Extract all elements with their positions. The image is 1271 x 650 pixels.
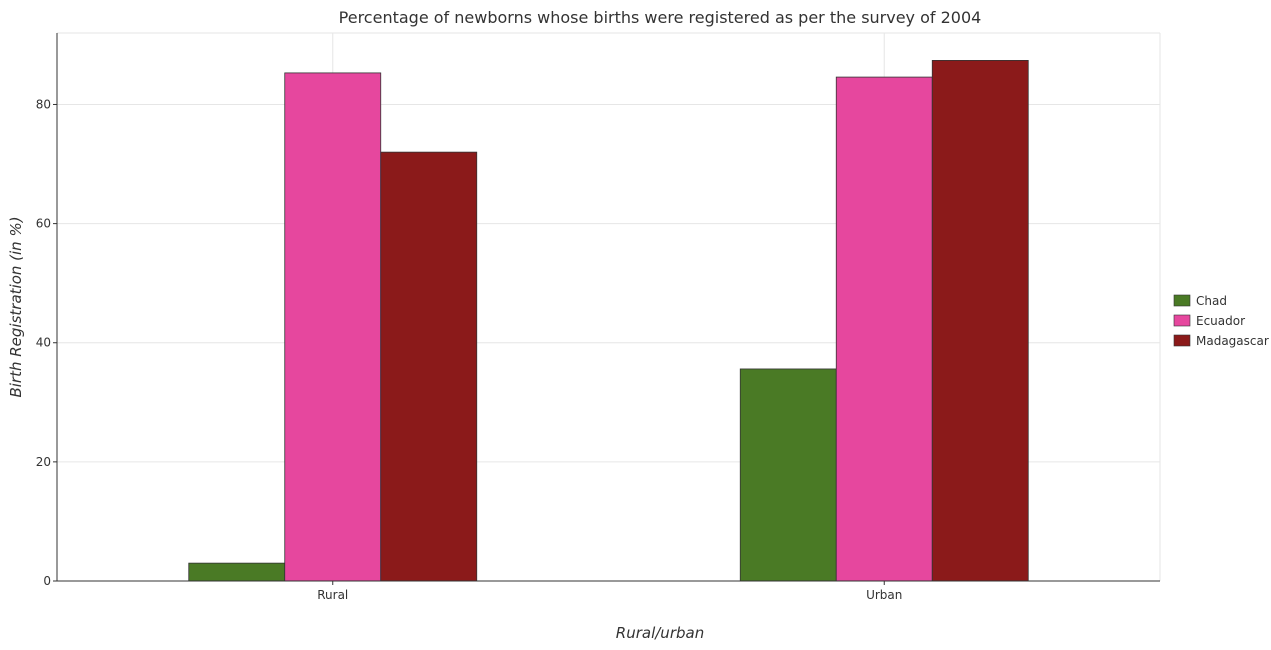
y-tick-label: 20 bbox=[36, 455, 51, 469]
legend-label-chad: Chad bbox=[1196, 294, 1227, 308]
bar-madagascar-urban bbox=[931, 60, 1029, 582]
bar-chad-rural bbox=[188, 562, 286, 582]
axes bbox=[53, 33, 1160, 585]
legend-swatch-chad bbox=[1173, 294, 1191, 307]
legend: Chad Ecuador Madagascar bbox=[1173, 294, 1269, 348]
bar-ecuador-urban bbox=[835, 76, 933, 582]
y-tick-label: 80 bbox=[36, 97, 51, 111]
legend-swatch-ecuador bbox=[1173, 314, 1191, 327]
bar-madagascar-rural bbox=[380, 151, 478, 582]
x-tick-label: Urban bbox=[866, 588, 902, 602]
legend-swatch-madagascar bbox=[1173, 334, 1191, 347]
x-tick-label: Rural bbox=[317, 588, 348, 602]
y-tick-label: 60 bbox=[36, 217, 51, 231]
legend-label-ecuador: Ecuador bbox=[1196, 314, 1245, 328]
tick-labels: 0 20 40 60 80 Rural Urban bbox=[36, 97, 903, 602]
chart-title: Percentage of newborns whose births were… bbox=[339, 8, 982, 27]
bars bbox=[188, 60, 1029, 582]
y-tick-label: 0 bbox=[43, 574, 51, 588]
bar-chad-urban bbox=[739, 368, 837, 582]
y-axis-label: Birth Registration (in %) bbox=[7, 216, 25, 397]
bar-ecuador-rural bbox=[284, 72, 382, 582]
legend-label-madagascar: Madagascar bbox=[1196, 334, 1269, 348]
y-tick-label: 40 bbox=[36, 336, 51, 350]
x-axis-label: Rural/urban bbox=[616, 624, 704, 642]
